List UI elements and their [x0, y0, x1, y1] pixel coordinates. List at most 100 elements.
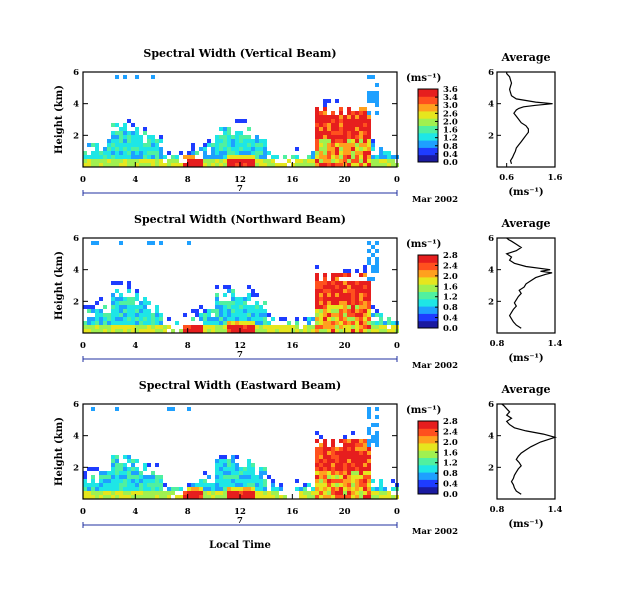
heatmap-cell — [247, 147, 251, 151]
heatmap-cell — [167, 407, 171, 411]
heatmap-cell — [271, 317, 275, 321]
heatmap-cell — [247, 471, 251, 475]
heatmap-cell — [87, 467, 91, 471]
heatmap-cell — [367, 439, 371, 443]
heatmap-cell — [155, 329, 159, 333]
heatmap-cell — [135, 483, 139, 487]
heatmap-cell — [339, 163, 343, 167]
heatmap-cell — [83, 475, 87, 479]
heatmap-cell — [223, 321, 227, 325]
heatmap-cell — [243, 491, 247, 495]
heatmap-cell — [207, 487, 211, 491]
heatmap-cell — [371, 325, 375, 329]
x-tick-label: 12 — [234, 341, 246, 351]
heatmap-cell — [323, 483, 327, 487]
heatmap-cell — [347, 495, 351, 499]
heatmap-cell — [259, 479, 263, 483]
heatmap-cell — [111, 135, 115, 139]
heatmap-cell — [127, 119, 131, 123]
heatmap-cell — [339, 475, 343, 479]
heatmap-cell — [223, 285, 227, 289]
heatmap-cell — [115, 407, 119, 411]
heatmap-cell — [347, 297, 351, 301]
heatmap-cell — [143, 127, 147, 131]
heatmap-cell — [207, 159, 211, 163]
heatmap-cell — [251, 293, 255, 297]
colorbar-segment — [418, 490, 438, 493]
heatmap-cell — [295, 159, 299, 163]
heatmap-cell — [323, 313, 327, 317]
heatmap-cell — [391, 487, 395, 491]
heatmap-cell — [99, 155, 103, 159]
heatmap-cell — [383, 491, 387, 495]
heatmap-cell — [363, 309, 367, 313]
heatmap-cell — [115, 467, 119, 471]
heatmap-cell — [387, 163, 391, 167]
heatmap-cell — [151, 241, 155, 245]
heatmap-cell — [187, 329, 191, 333]
date-label: Mar 2002 — [412, 361, 458, 371]
heatmap-cell — [247, 459, 251, 463]
x-tick-label: 8 — [185, 507, 191, 517]
profile-y-tick-label: 6 — [488, 68, 494, 78]
heatmap-cell — [343, 455, 347, 459]
heatmap-cell — [243, 163, 247, 167]
heatmap-cell — [251, 491, 255, 495]
heatmap-cell — [119, 325, 123, 329]
heatmap-cell — [323, 495, 327, 499]
heatmap-cell — [107, 325, 111, 329]
heatmap-cell — [219, 467, 223, 471]
heatmap-cell — [123, 321, 127, 325]
heatmap-cell — [347, 143, 351, 147]
colorbar-segment — [418, 112, 438, 116]
heatmap-cell — [203, 313, 207, 317]
heatmap-cell — [111, 455, 115, 459]
colorbar-frame — [417, 254, 439, 329]
heatmap-cell — [259, 139, 263, 143]
heatmap-cell — [115, 321, 119, 325]
heatmap-cell — [115, 463, 119, 467]
heatmap-cell — [383, 159, 387, 163]
heatmap-cell — [119, 321, 123, 325]
heatmap-cell — [351, 329, 355, 333]
heatmap-cell — [99, 297, 103, 301]
heatmap-cell — [267, 321, 271, 325]
profile-frame — [496, 403, 556, 500]
heatmap-cell — [219, 309, 223, 313]
heatmap-cell — [135, 313, 139, 317]
heatmap-cell — [255, 151, 259, 155]
heatmap-cell — [375, 415, 379, 419]
heatmap-cell — [187, 151, 191, 155]
heatmap-cell — [367, 325, 371, 329]
heatmap-cell — [215, 463, 219, 467]
heatmap-cell — [355, 487, 359, 491]
heatmap-cell — [355, 123, 359, 127]
heatmap-cell — [303, 495, 307, 499]
heatmap-cell — [135, 479, 139, 483]
heatmap-cell — [151, 483, 155, 487]
heatmap-cell — [347, 107, 351, 111]
heatmap-cell — [243, 495, 247, 499]
heatmap-cell — [235, 301, 239, 305]
heatmap-cell — [335, 483, 339, 487]
heatmap-cell — [371, 423, 375, 427]
heatmap-cell — [195, 309, 199, 313]
heatmap-cell — [263, 471, 267, 475]
heatmap-cell — [331, 127, 335, 131]
heatmap-cell — [195, 159, 199, 163]
heatmap-cell — [231, 309, 235, 313]
heatmap-cell — [343, 325, 347, 329]
heatmap-cell — [331, 463, 335, 467]
heatmap-cell — [323, 459, 327, 463]
heatmap-cell — [339, 159, 343, 163]
heatmap-cell — [243, 301, 247, 305]
heatmap-cell — [123, 463, 127, 467]
heatmap-cell — [107, 147, 111, 151]
heatmap-cell — [115, 131, 119, 135]
heatmap-cell — [115, 147, 119, 151]
heatmap-cell — [343, 313, 347, 317]
heatmap-cell — [335, 123, 339, 127]
heatmap-cell — [331, 305, 335, 309]
heatmap-cell — [107, 495, 111, 499]
heatmap-cell — [111, 467, 115, 471]
